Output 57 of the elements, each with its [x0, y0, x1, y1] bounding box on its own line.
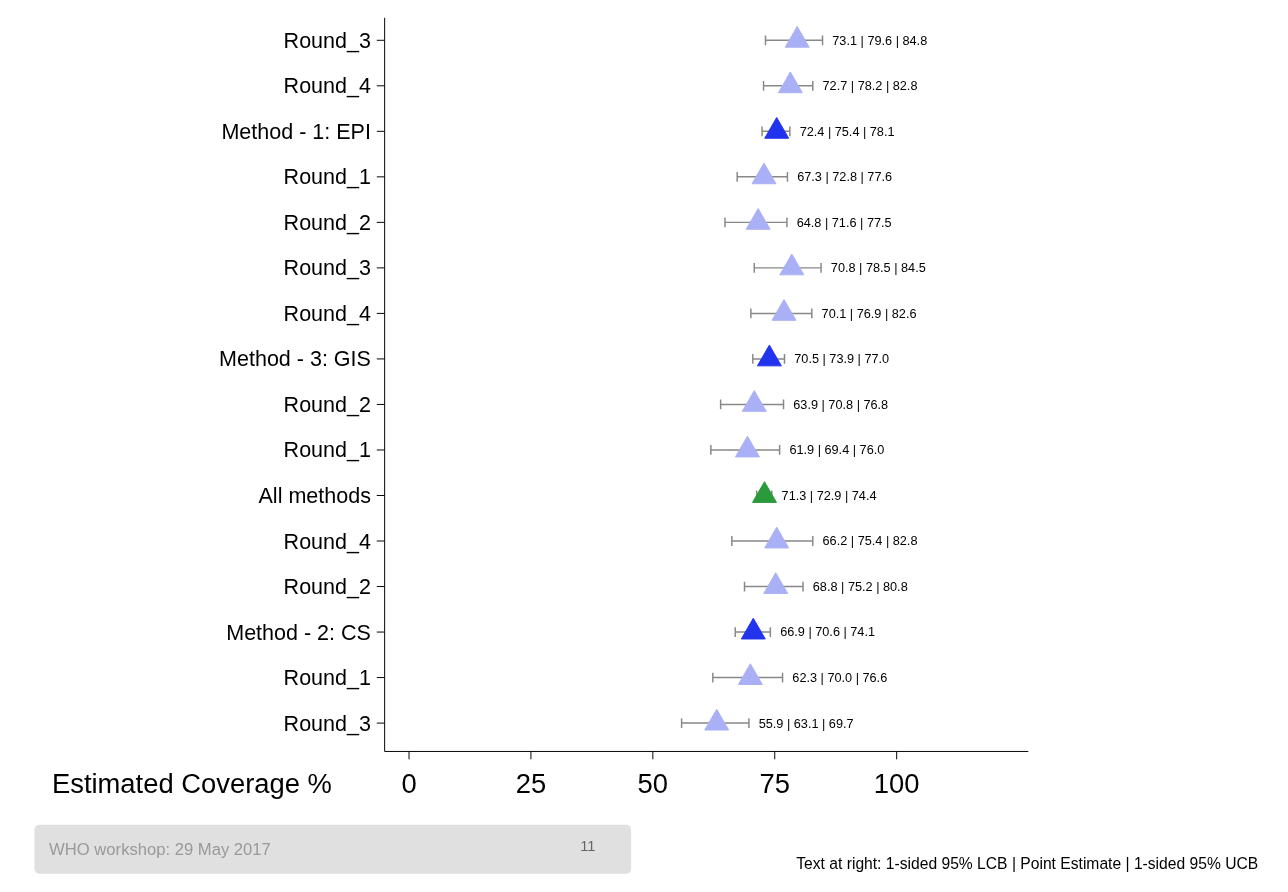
x-tick-label: 100 [873, 767, 920, 799]
y-tick-label: Round_1 [283, 438, 371, 463]
data-label: 71.3 | 72.9 | 74.4 [781, 487, 877, 503]
x-tick-label: 0 [401, 767, 417, 799]
y-tick-label: Round_4 [283, 301, 371, 326]
point [784, 25, 810, 48]
x-tick-label: 50 [637, 767, 669, 799]
data-label: 66.2 | 75.4 | 82.8 [822, 533, 918, 549]
point [779, 253, 805, 276]
text: 11 [580, 838, 596, 855]
y-tick-label: Round_2 [283, 575, 371, 600]
data-label: 70.8 | 78.5 | 84.5 [830, 260, 926, 276]
text: WHO workshop: 29 May 2017 [49, 840, 271, 860]
point [764, 116, 790, 139]
data-label: 64.8 | 71.6 | 77.5 [796, 214, 892, 230]
y-tick-label: Round_2 [283, 392, 371, 417]
point [771, 299, 797, 321]
data-label: 62.3 | 70.0 | 76.6 [792, 670, 888, 686]
y-tick-label: Round_3 [283, 711, 371, 736]
point [737, 663, 763, 685]
x-axis-title: Estimated Coverage % [51, 767, 332, 799]
data-label: 67.3 | 72.8 | 77.6 [797, 169, 893, 185]
point [756, 344, 782, 367]
y-tick-label: Round_4 [283, 74, 371, 99]
point [741, 390, 767, 412]
point [745, 208, 771, 230]
point [763, 572, 789, 594]
y-tick-label: Method - 3: GIS [219, 347, 371, 372]
data-label: 70.1 | 76.9 | 82.6 [821, 305, 917, 321]
data-label: 73.1 | 79.6 | 84.8 [832, 32, 928, 48]
x-tick-label: 75 [759, 767, 790, 799]
data-label: 63.9 | 70.8 | 76.8 [793, 396, 889, 412]
y-tick-label: Round_1 [283, 165, 371, 190]
data-label: 72.4 | 75.4 | 78.1 [799, 123, 895, 139]
y-tick-label: Round_3 [283, 28, 371, 53]
data-label: 70.5 | 73.9 | 77.0 [794, 351, 890, 367]
data-label: 66.9 | 70.6 | 74.1 [780, 624, 876, 640]
point [752, 481, 777, 503]
point [704, 708, 730, 731]
y-tick-label: Round_4 [283, 529, 371, 554]
text: Text at right: 1-sided 95% LCB | Point Estimate | 1-sided 95% UCB [796, 854, 1259, 872]
data-label: 68.8 | 75.2 | 80.8 [812, 578, 908, 594]
y-tick-label: Round_1 [283, 666, 371, 691]
point [764, 526, 790, 549]
x-tick-label: 25 [515, 767, 547, 799]
data-label: 72.7 | 78.2 | 82.8 [822, 78, 918, 94]
y-tick-label: All methods [258, 484, 371, 509]
data-label: 61.9 | 69.4 | 76.0 [789, 442, 885, 458]
y-tick-label: Round_2 [283, 210, 371, 235]
y-tick-label: Round_3 [283, 256, 371, 281]
data-label: 55.9 | 63.1 | 69.7 [758, 715, 854, 731]
y-tick-label: Method - 1: EPI [221, 119, 371, 144]
point [740, 617, 766, 640]
point [751, 162, 777, 185]
point [734, 435, 760, 458]
point [777, 71, 803, 94]
y-tick-label: Method - 2: CS [226, 620, 371, 645]
